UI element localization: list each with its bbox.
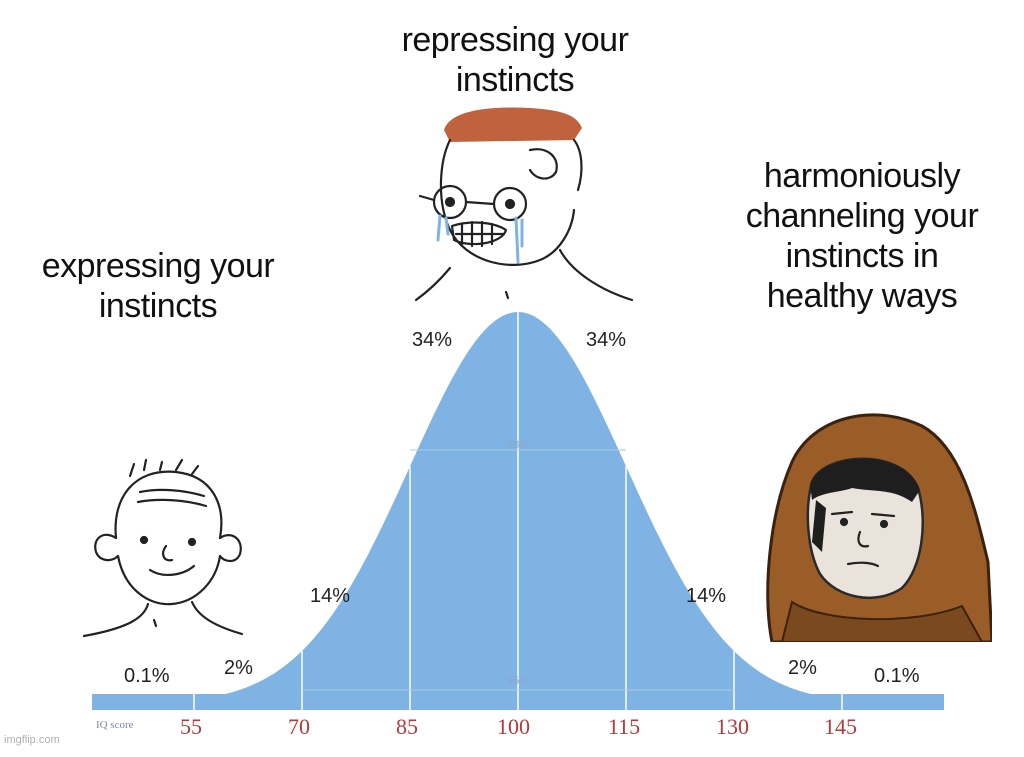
tick-85: 85 (396, 714, 418, 739)
caption-middle-line-1: repressing your (401, 21, 629, 59)
caption-right-line-1: harmoniously (763, 157, 961, 195)
wojak-smiling-figure (82, 458, 244, 638)
tick-145: 145 (824, 714, 857, 739)
tick-100: 100 (497, 714, 530, 739)
pct-label-far-left: 0.1% (124, 665, 170, 687)
caption-right-line-4: healthy ways (766, 277, 958, 315)
inner-label-95: 95% (507, 675, 529, 687)
caption-left-line-2: instincts (98, 287, 218, 325)
pct-label-right-34: 34% (586, 329, 626, 351)
pct-label-left-34: 34% (412, 329, 452, 351)
tick-130: 130 (716, 714, 749, 739)
inner-label-68: 68% (507, 439, 529, 451)
pct-label-far-right: 0.1% (874, 665, 920, 687)
percent-labels: 0.1% 2% 14% 34% 34% 14% 2% 0.1% 68% 95% (124, 329, 920, 687)
caption-middle-line-2: instincts (455, 61, 575, 99)
crying-glasses-wojak-figure (414, 107, 634, 302)
tick-115: 115 (608, 714, 640, 739)
caption-right-line-3: instincts in (785, 237, 939, 275)
caption-middle: repressing your instincts (370, 20, 660, 100)
caption-right: harmoniously channeling your instincts i… (712, 156, 1012, 316)
pct-label-left-14: 14% (310, 585, 350, 607)
tick-70: 70 (288, 714, 310, 739)
pct-label-left-2: 2% (224, 657, 253, 679)
pct-label-right-14: 14% (686, 585, 726, 607)
pct-label-right-2: 2% (788, 657, 817, 679)
bell-curve (92, 312, 944, 710)
caption-left: expressing your instincts (18, 246, 298, 326)
hooded-figure-brown-cloak (766, 413, 992, 642)
tick-55: 55 (180, 714, 202, 739)
caption-left-line-1: expressing your (41, 247, 275, 285)
caption-right-line-2: channeling your (745, 197, 979, 235)
imgflip-watermark: imgflip.com (4, 734, 60, 746)
axis-label-iq-score: IQ score (96, 719, 134, 731)
x-axis: IQ score 55 70 85 100 115 130 145 (96, 714, 857, 739)
